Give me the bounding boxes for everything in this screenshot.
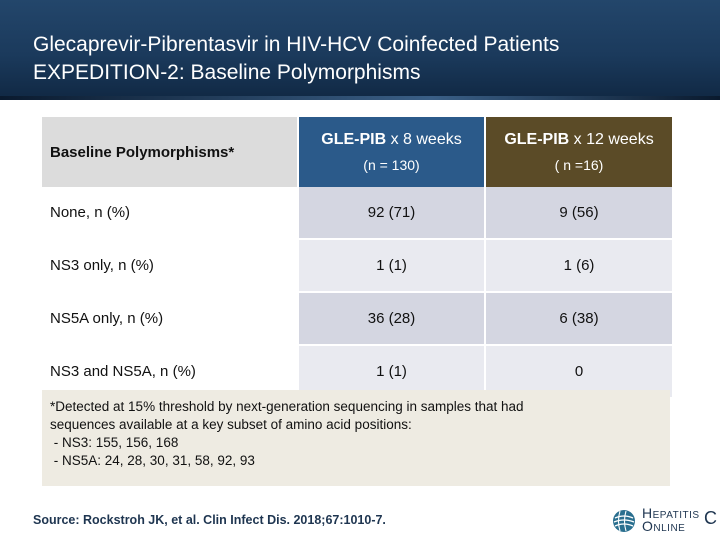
- row-label: NS3 only, n (%): [42, 239, 299, 293]
- table-footnote: *Detected at 15% threshold by next-gener…: [42, 390, 670, 486]
- table-header-row: Baseline Polymorphisms* GLE-PIB x 8 week…: [42, 117, 672, 187]
- row-value-8wk: 36 (28): [298, 292, 486, 346]
- row-value-12wk: 6 (38): [485, 292, 672, 346]
- row-label: NS5A only, n (%): [42, 292, 299, 346]
- title-line-1: Glecaprevir-Pibrentasvir in HIV-HCV Coin…: [33, 33, 560, 56]
- header-col2-n: ( n =16): [554, 157, 604, 173]
- hepatitis-c-online-logo: Hepatitis Online C: [612, 505, 717, 537]
- header-col1-n: (n = 130): [363, 157, 420, 173]
- header-col2-bold: GLE-PIB: [504, 131, 570, 148]
- banner-rule: [0, 96, 720, 100]
- row-value-8wk: 92 (71): [298, 187, 486, 240]
- footnote-line: *Detected at 15% threshold by next-gener…: [50, 399, 524, 414]
- row-value-12wk: 1 (6): [485, 239, 672, 293]
- logo-line-1: Hepatitis: [642, 505, 700, 521]
- source-citation: Source: Rockstroh JK, et al. Clin Infect…: [33, 513, 386, 527]
- logo-wordmark: Hepatitis Online: [642, 505, 700, 534]
- polymorphisms-table: Baseline Polymorphisms* GLE-PIB x 8 week…: [42, 117, 672, 399]
- title-banner: Glecaprevir-Pibrentasvir in HIV-HCV Coin…: [0, 0, 720, 100]
- title-line-2: EXPEDITION-2: Baseline Polymorphisms: [33, 61, 421, 84]
- header-label: Baseline Polymorphisms*: [42, 117, 299, 187]
- header-col1-rest: x 8 weeks: [386, 131, 462, 148]
- header-col-12-weeks: GLE-PIB x 12 weeks ( n =16): [485, 117, 672, 187]
- footnote-line: sequences available at a key subset of a…: [50, 417, 412, 432]
- row-value-12wk: 9 (56): [485, 187, 672, 240]
- logo-letter: C: [704, 508, 717, 528]
- table-row: None, n (%) 92 (71) 9 (56): [42, 187, 672, 240]
- footnote-line: - NS5A: 24, 28, 30, 31, 58, 92, 93: [50, 453, 255, 468]
- table-row: NS5A only, n (%) 36 (28) 6 (38): [42, 292, 672, 346]
- footnote-line: - NS3: 155, 156, 168: [50, 435, 179, 450]
- slide-title: Glecaprevir-Pibrentasvir in HIV-HCV Coin…: [33, 31, 559, 87]
- header-col-8-weeks: GLE-PIB x 8 weeks (n = 130): [298, 117, 486, 187]
- globe-icon: [613, 510, 635, 532]
- header-col2-rest: x 12 weeks: [569, 131, 654, 148]
- row-label: None, n (%): [42, 187, 299, 240]
- header-col1-bold: GLE-PIB: [321, 131, 387, 148]
- table-row: NS3 only, n (%) 1 (1) 1 (6): [42, 239, 672, 293]
- row-value-8wk: 1 (1): [298, 239, 486, 293]
- logo-line-2: Online: [642, 518, 686, 534]
